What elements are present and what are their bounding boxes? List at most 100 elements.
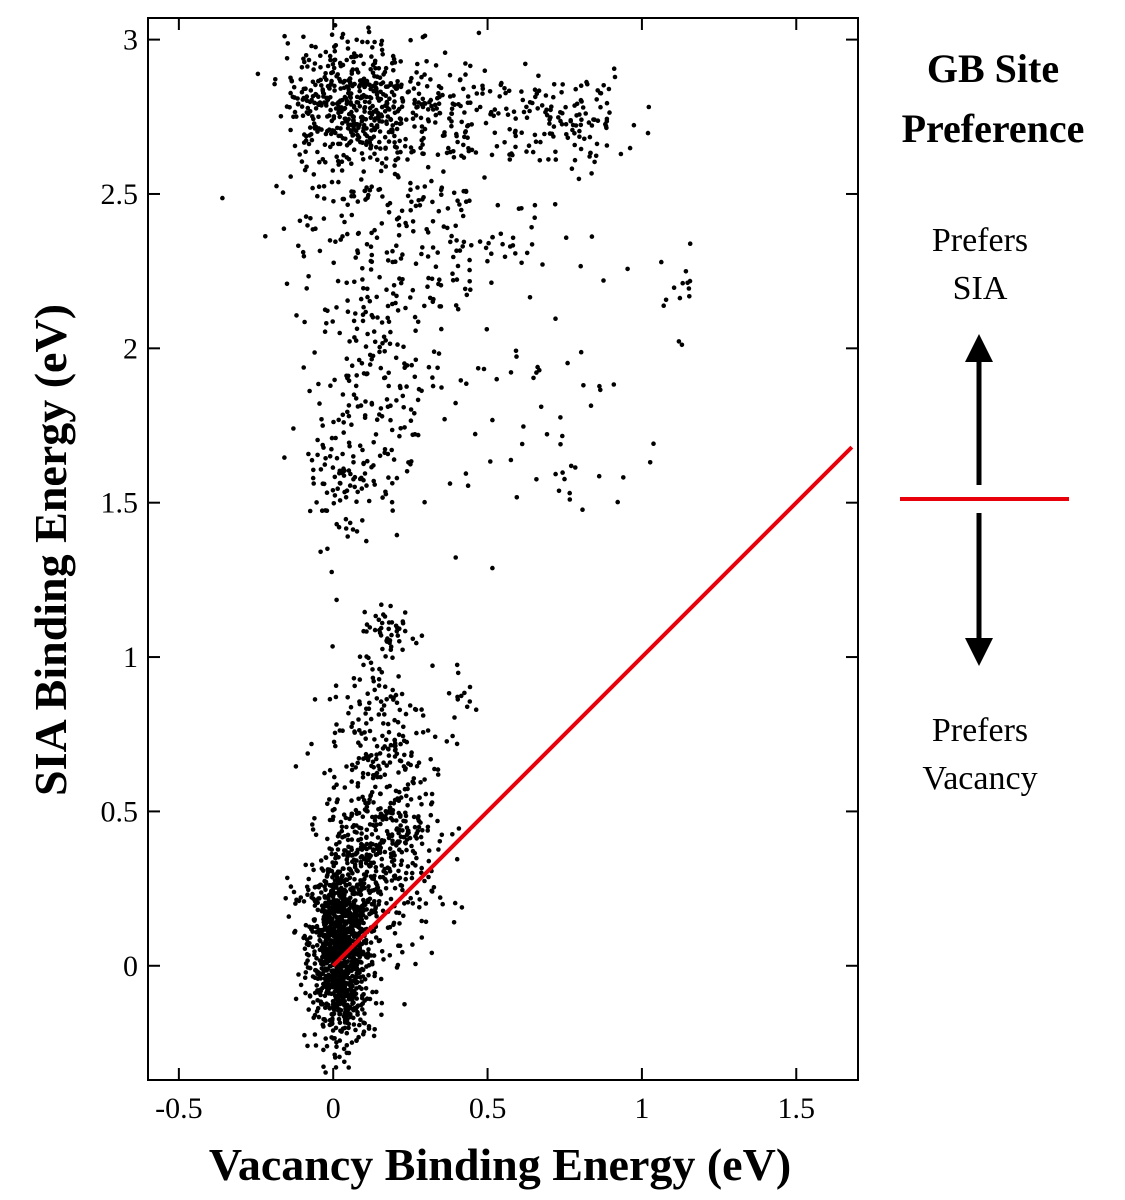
- data-point: [396, 810, 402, 816]
- data-point: [477, 104, 483, 110]
- data-point: [563, 122, 569, 127]
- data-point: [494, 376, 500, 382]
- data-point: [334, 782, 339, 787]
- data-point: [392, 754, 398, 759]
- data-point: [334, 1044, 339, 1050]
- data-point: [348, 895, 353, 901]
- data-point: [395, 308, 401, 313]
- data-point: [391, 104, 396, 109]
- data-point: [379, 320, 385, 325]
- data-point: [359, 966, 365, 972]
- data-point: [419, 633, 425, 638]
- data-point: [374, 752, 379, 757]
- data-point: [310, 944, 316, 950]
- data-point: [414, 831, 420, 836]
- data-point: [534, 477, 539, 482]
- data-point: [460, 213, 466, 219]
- data-point: [436, 101, 442, 106]
- data-point: [316, 184, 322, 189]
- data-point: [332, 48, 338, 54]
- data-point: [372, 151, 377, 157]
- data-point: [459, 119, 465, 125]
- data-point: [416, 760, 422, 765]
- data-point: [354, 108, 359, 113]
- data-point: [578, 146, 584, 152]
- data-point: [342, 785, 348, 790]
- data-point: [370, 353, 376, 359]
- data-point: [395, 719, 401, 725]
- data-point: [520, 97, 526, 103]
- data-point: [537, 158, 543, 163]
- data-point: [357, 677, 363, 682]
- data-point: [461, 239, 467, 245]
- data-point: [384, 287, 389, 293]
- data-point: [419, 102, 424, 107]
- data-point: [386, 626, 392, 632]
- data-point: [391, 801, 397, 806]
- data-point: [351, 891, 357, 897]
- data-point: [344, 57, 350, 63]
- data-point: [460, 244, 466, 249]
- data-point: [329, 32, 335, 37]
- data-point: [354, 326, 360, 332]
- data-point: [364, 804, 370, 810]
- data-point: [360, 277, 365, 282]
- data-point: [360, 266, 365, 271]
- data-point: [323, 49, 329, 55]
- data-point: [399, 104, 405, 109]
- data-point: [323, 949, 328, 954]
- data-point: [304, 884, 310, 890]
- data-point: [427, 295, 433, 301]
- data-point: [346, 440, 352, 446]
- data-point: [496, 111, 501, 116]
- data-point: [578, 122, 584, 128]
- data-point: [445, 225, 450, 231]
- data-point: [344, 965, 350, 971]
- data-point: [606, 86, 612, 92]
- data-point: [367, 855, 372, 860]
- data-point: [459, 693, 464, 699]
- data-point: [677, 295, 683, 301]
- data-point: [372, 1027, 378, 1032]
- data-point: [287, 105, 292, 110]
- data-point: [425, 824, 431, 830]
- data-point: [357, 443, 363, 449]
- data-point: [319, 890, 324, 895]
- data-point: [398, 862, 404, 867]
- data-point: [526, 143, 532, 148]
- data-point: [392, 743, 397, 748]
- data-point: [431, 885, 437, 890]
- data-point: [400, 277, 405, 282]
- data-point: [302, 946, 308, 951]
- data-point: [321, 984, 327, 989]
- data-point: [291, 114, 296, 120]
- data-point: [372, 227, 377, 233]
- data-point: [392, 737, 398, 743]
- data-point: [348, 704, 354, 710]
- data-point: [360, 157, 366, 162]
- data-point: [469, 122, 475, 127]
- data-point: [353, 1027, 358, 1033]
- data-point: [395, 342, 400, 347]
- data-point: [318, 65, 323, 70]
- data-point: [468, 287, 473, 293]
- data-point: [394, 243, 399, 248]
- data-point: [324, 490, 330, 496]
- data-point: [535, 364, 540, 370]
- data-point: [338, 930, 343, 935]
- data-point: [353, 396, 359, 401]
- data-point: [312, 949, 317, 954]
- data-point: [311, 116, 316, 122]
- data-point: [305, 751, 311, 756]
- data-point: [579, 99, 584, 104]
- data-point: [378, 81, 384, 87]
- data-point: [384, 763, 390, 768]
- data-point: [426, 364, 432, 370]
- data-point: [439, 326, 444, 332]
- data-point: [368, 258, 374, 264]
- data-point: [467, 257, 472, 263]
- data-point: [345, 926, 351, 931]
- data-point: [357, 944, 362, 950]
- data-point: [339, 168, 345, 173]
- data-point: [372, 627, 378, 633]
